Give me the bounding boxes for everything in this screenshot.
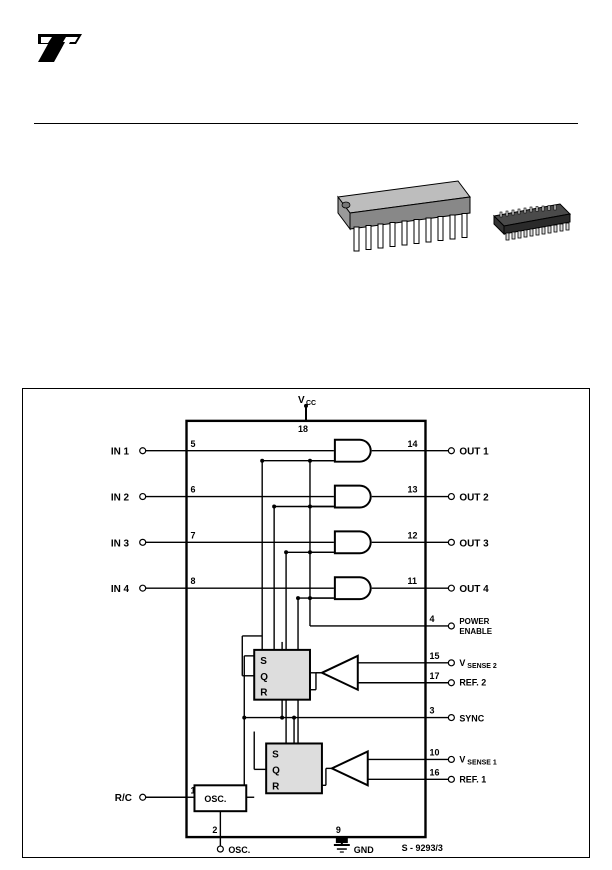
osc-out-label: OSC.: [228, 845, 250, 855]
ff1-r: R: [260, 688, 267, 699]
sync-pin: 3: [429, 706, 434, 716]
block-diagram: V CC 18 IN 15OUT 114IN 26OUT 213IN 37OUT…: [22, 388, 590, 858]
sense1-v: V: [459, 754, 465, 764]
out-pin: 13: [408, 485, 418, 495]
power-enable-pin: 4: [429, 614, 434, 624]
drawing-code: S - 9293/3: [402, 843, 443, 853]
in-pin: 7: [190, 530, 195, 540]
out-pin: 12: [408, 530, 418, 540]
out-label: OUT 3: [459, 538, 489, 549]
osc-out-pin: 2: [212, 825, 217, 835]
in-pin: 8: [190, 576, 195, 586]
sync-label: SYNC: [459, 714, 484, 724]
ref1-label: REF. 1: [459, 774, 486, 784]
gnd-pin: 9: [336, 825, 341, 835]
sense2-label: SENSE 2: [467, 663, 497, 670]
in-label: IN 3: [111, 538, 130, 549]
sense1-pin: 10: [429, 747, 439, 757]
osc-block-label: OSC.: [204, 794, 226, 804]
ff1-s: S: [260, 656, 267, 667]
ref2-label: REF. 2: [459, 678, 486, 688]
out-pin: 14: [408, 439, 418, 449]
package-drawings: [320, 160, 580, 280]
rc-pin: 1: [190, 785, 195, 795]
in-pin: 5: [190, 439, 195, 449]
title-rule: [34, 123, 578, 124]
vcc-label: V: [298, 395, 305, 406]
ff2-s: S: [272, 749, 279, 760]
ff2-r: R: [272, 781, 279, 792]
in-pin: 6: [190, 485, 195, 495]
out-pin: 11: [408, 576, 417, 586]
in-label: IN 2: [111, 493, 130, 504]
in-label: IN 1: [111, 447, 130, 458]
ff2-q: Q: [272, 765, 280, 776]
vcc-pin: 18: [298, 424, 308, 434]
power-enable-label2: ENABLE: [459, 627, 492, 636]
out-label: OUT 1: [459, 447, 489, 458]
sense2-v: V: [459, 658, 465, 668]
sense2-pin: 15: [429, 651, 439, 661]
ref2-pin: 17: [429, 671, 439, 681]
in-label: IN 4: [111, 584, 130, 595]
out-label: OUT 4: [459, 584, 489, 595]
power-enable-label1: POWER: [459, 617, 489, 626]
st-logo: [34, 28, 88, 68]
out-label: OUT 2: [459, 493, 489, 504]
ff1-q: Q: [260, 672, 268, 683]
gnd-label: GND: [354, 845, 374, 855]
rc-label: R/C: [115, 793, 132, 804]
sense1-label: SENSE 1: [467, 759, 497, 766]
ref1-pin: 16: [429, 767, 439, 777]
